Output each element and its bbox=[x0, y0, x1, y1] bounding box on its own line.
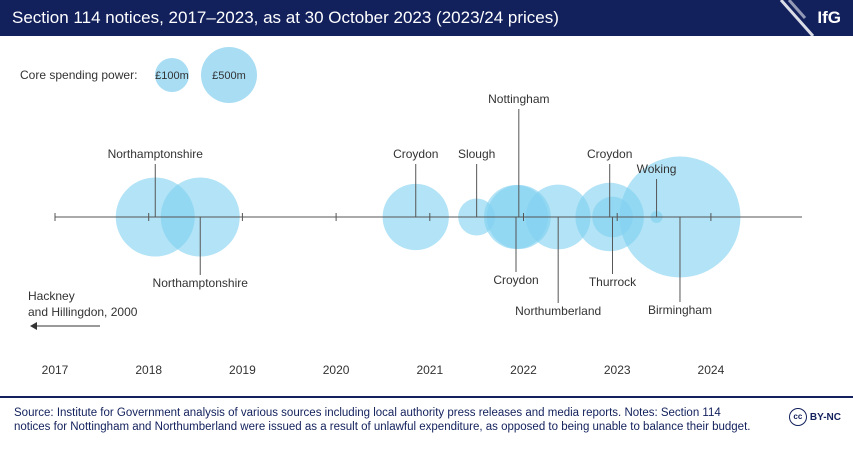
bubble-label: Croydon bbox=[587, 147, 632, 161]
chart-title: Section 114 notices, 2017–2023, as at 30… bbox=[12, 8, 559, 27]
bubble-label: Slough bbox=[458, 147, 495, 161]
bubble-label: Northamptonshire bbox=[153, 276, 249, 290]
left-arrow-icon bbox=[30, 322, 37, 330]
bubble-label: Croydon bbox=[493, 273, 538, 287]
chart-footer: Source: Institute for Government analysi… bbox=[0, 396, 853, 453]
legend-bubble-label: £500m bbox=[212, 70, 246, 82]
x-axis-tick-label: 2024 bbox=[698, 363, 725, 377]
annotation-text-line2: and Hillingdon, 2000 bbox=[28, 305, 138, 319]
ifg-logo-graphic bbox=[779, 0, 815, 36]
license-label: BY-NC bbox=[809, 411, 841, 423]
x-axis-tick-label: 2023 bbox=[604, 363, 631, 377]
pre-2017-annotation: Hackney and Hillingdon, 2000 bbox=[28, 289, 138, 330]
bubble-label: Woking bbox=[637, 162, 677, 176]
legend-bubble-100m bbox=[155, 58, 189, 92]
x-axis-tick-label: 2020 bbox=[323, 363, 350, 377]
annotation-text-line1: Hackney bbox=[28, 289, 75, 303]
ifg-logo: IfG bbox=[817, 8, 841, 27]
bubble-label: Northumberland bbox=[515, 304, 601, 318]
x-axis: 2017 2018 2019 2020 2021 2022 2023 2024 bbox=[42, 213, 802, 377]
x-axis-tick-label: 2018 bbox=[135, 363, 162, 377]
bubble-label: Birmingham bbox=[648, 303, 712, 317]
chart-header: Section 114 notices, 2017–2023, as at 30… bbox=[0, 0, 853, 36]
chart-area: Core spending power: £100m £500m 2017 201… bbox=[0, 36, 853, 396]
legend: Core spending power: £100m £500m bbox=[20, 47, 257, 103]
bubble-label: Thurrock bbox=[589, 275, 637, 289]
bubble-label: Nottingham bbox=[488, 92, 549, 106]
source-note: Source: Institute for Government analysi… bbox=[14, 407, 751, 433]
legend-label: Core spending power: bbox=[20, 68, 137, 82]
bubble-labels: Northamptonshire Northamptonshire Croydon S… bbox=[108, 92, 712, 318]
x-axis-tick-label: 2022 bbox=[510, 363, 537, 377]
bubble-label: Croydon bbox=[393, 147, 438, 161]
license: cc BY-NC bbox=[788, 408, 841, 426]
x-axis-tick-label: 2017 bbox=[42, 363, 69, 377]
bubble-label: Northamptonshire bbox=[108, 147, 204, 161]
cc-icon: cc bbox=[788, 408, 807, 426]
legend-bubble-500m bbox=[201, 47, 257, 103]
legend-bubble-label: £100m bbox=[155, 70, 189, 82]
x-axis-tick-label: 2021 bbox=[416, 363, 443, 377]
bubble-timeline-chart: Core spending power: £100m £500m 2017 201… bbox=[20, 47, 802, 377]
x-axis-tick-label: 2019 bbox=[229, 363, 256, 377]
